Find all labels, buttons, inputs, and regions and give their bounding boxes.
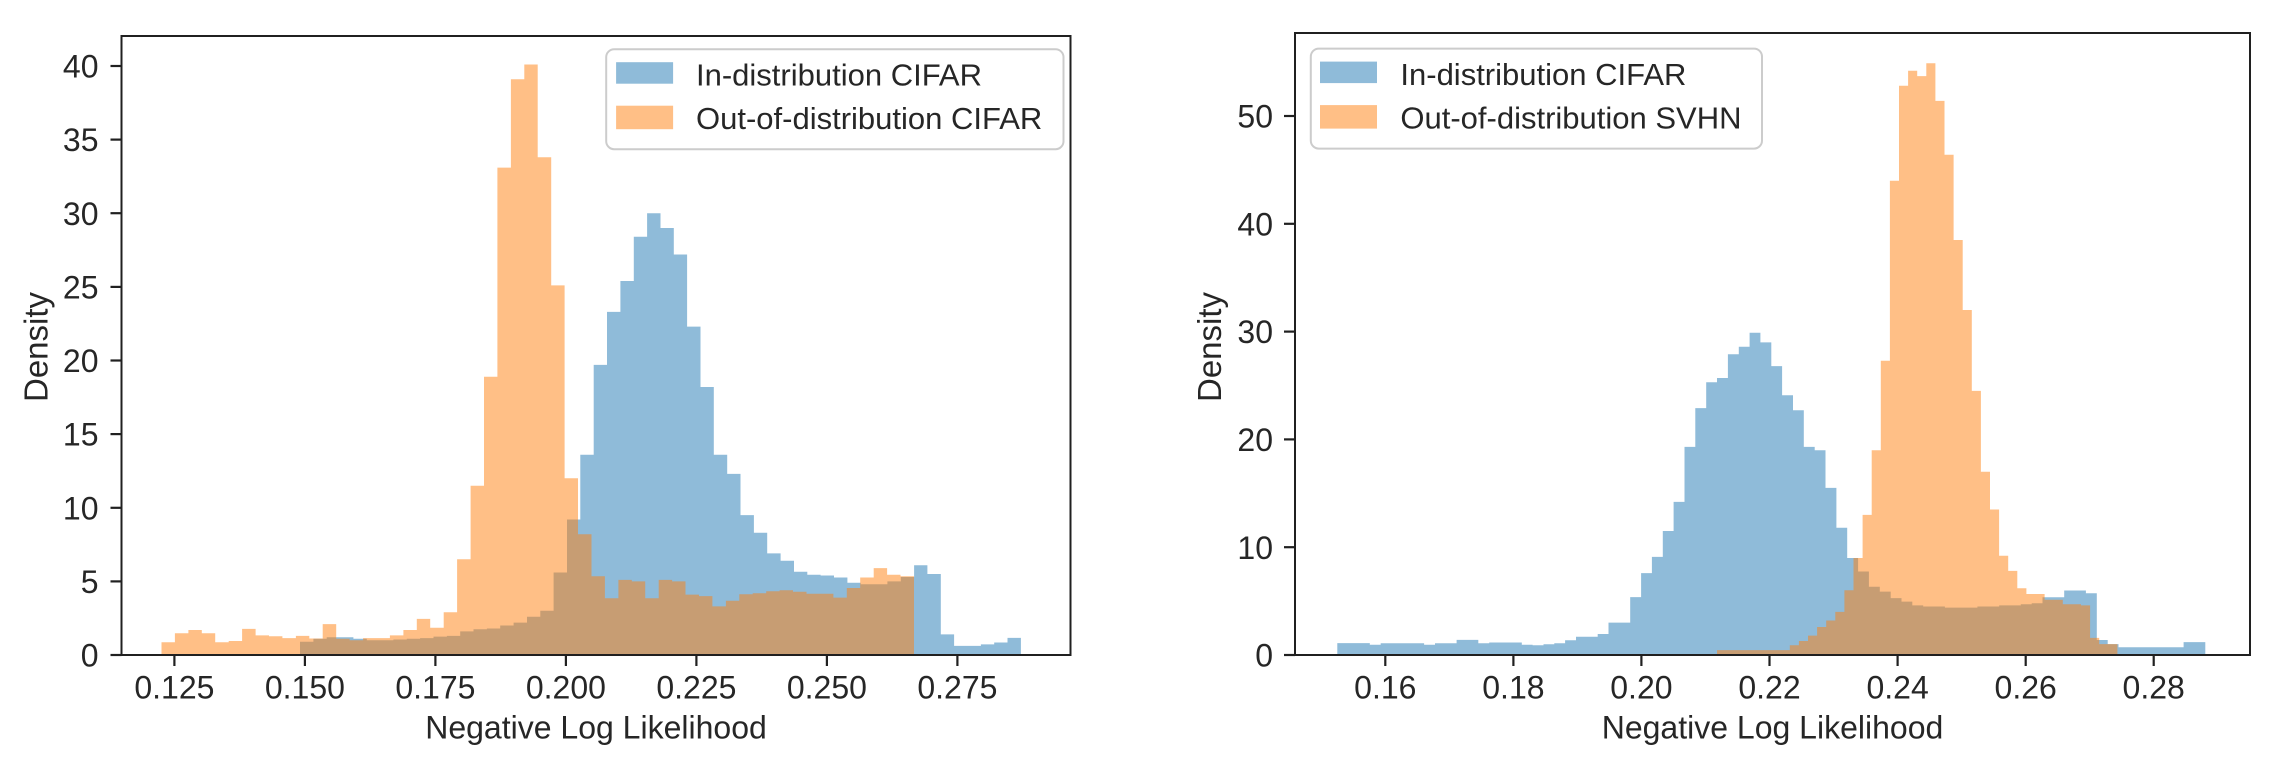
svg-text:0.22: 0.22	[1738, 669, 1800, 705]
svg-text:0.275: 0.275	[917, 669, 997, 705]
svg-text:20: 20	[1237, 422, 1273, 458]
svg-text:30: 30	[1237, 314, 1273, 350]
svg-text:0.26: 0.26	[1995, 669, 2057, 705]
svg-text:15: 15	[63, 417, 99, 453]
svg-text:10: 10	[1237, 530, 1273, 566]
svg-text:Out-of-distribution SVHN: Out-of-distribution SVHN	[1400, 101, 1741, 136]
svg-text:0.18: 0.18	[1482, 669, 1544, 705]
svg-text:20: 20	[63, 343, 99, 379]
svg-text:50: 50	[1237, 99, 1273, 135]
svg-text:0.150: 0.150	[265, 669, 345, 705]
svg-text:Density: Density	[1191, 291, 1228, 402]
svg-text:Negative Log Likelihood: Negative Log Likelihood	[1602, 710, 1944, 746]
svg-text:10: 10	[63, 490, 99, 526]
svg-text:0.24: 0.24	[1866, 669, 1928, 705]
svg-text:In-distribution CIFAR: In-distribution CIFAR	[1400, 57, 1686, 92]
svg-text:0.28: 0.28	[2123, 669, 2185, 705]
svg-text:Density: Density	[18, 291, 55, 402]
svg-text:0.200: 0.200	[526, 669, 606, 705]
svg-text:35: 35	[63, 122, 99, 158]
svg-text:40: 40	[63, 49, 99, 85]
svg-text:0: 0	[1255, 638, 1273, 674]
svg-text:40: 40	[1237, 206, 1273, 242]
svg-text:Out-of-distribution CIFAR: Out-of-distribution CIFAR	[696, 101, 1042, 136]
svg-text:25: 25	[63, 270, 99, 306]
svg-text:0.225: 0.225	[656, 669, 736, 705]
svg-text:Negative Log Likelihood: Negative Log Likelihood	[425, 710, 767, 746]
svg-text:0.250: 0.250	[787, 669, 867, 705]
svg-text:30: 30	[63, 196, 99, 232]
svg-text:0.16: 0.16	[1354, 669, 1416, 705]
svg-text:0: 0	[81, 638, 99, 674]
svg-text:0.175: 0.175	[395, 669, 475, 705]
svg-text:0.20: 0.20	[1610, 669, 1672, 705]
svg-text:0.125: 0.125	[134, 669, 214, 705]
svg-text:5: 5	[81, 564, 99, 600]
svg-text:In-distribution CIFAR: In-distribution CIFAR	[696, 58, 982, 93]
